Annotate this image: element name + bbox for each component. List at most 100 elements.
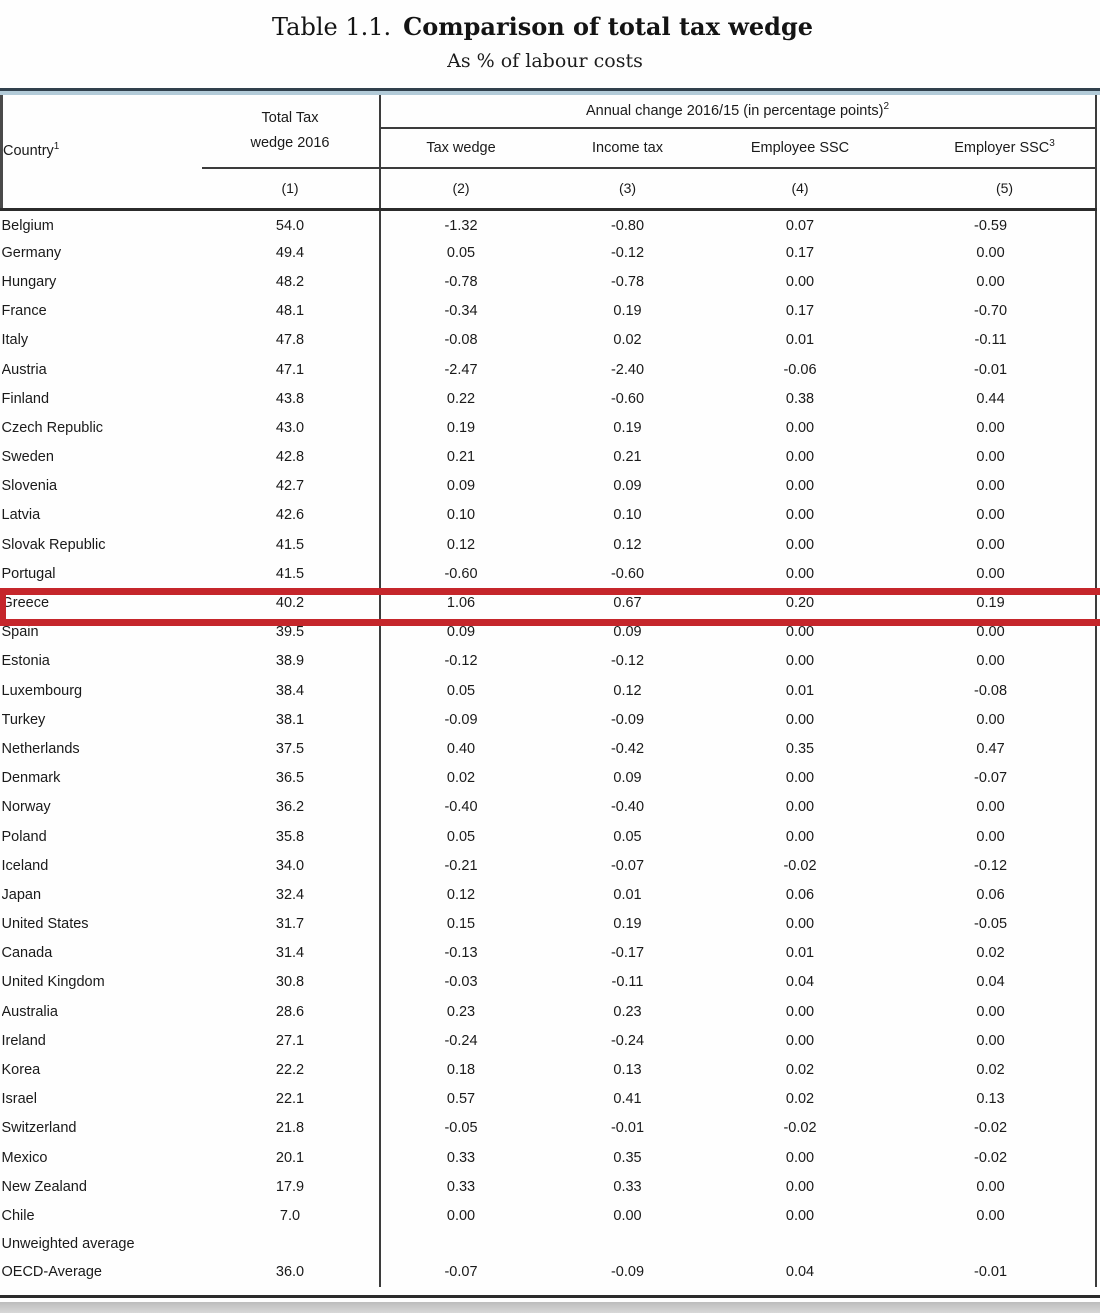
country-cell: Latvia bbox=[1, 507, 41, 524]
country-cell: Poland bbox=[1, 828, 47, 845]
value-cell: 30.8 bbox=[275, 974, 305, 991]
table-subtitle: As % of labour costs bbox=[447, 50, 643, 72]
value-cell: 0.00 bbox=[785, 478, 815, 495]
header-employee-ssc: Employee SSC bbox=[713, 128, 887, 169]
value-cell: 0.40 bbox=[378, 734, 542, 764]
value-cell: -0.09 bbox=[610, 711, 645, 728]
value-cell: 0.19 bbox=[886, 588, 1097, 618]
country-cell: Finland bbox=[1, 390, 50, 407]
value-cell: -0.40 bbox=[610, 799, 645, 816]
value-cell: 0.35 bbox=[785, 740, 815, 757]
value-cell: 0.00 bbox=[886, 413, 1097, 443]
header-country: Country1 bbox=[0, 95, 202, 211]
value-cell: 0.21 bbox=[378, 442, 542, 472]
value-cell: 0.06 bbox=[886, 880, 1097, 910]
table-row: Finland 43.8 0.22 -0.60 0.38 0.44 bbox=[1, 384, 1097, 414]
column-number-1: (1) bbox=[201, 168, 380, 211]
value-cell: 0.07 bbox=[785, 218, 815, 235]
table-row: Turkey 38.1 -0.09 -0.09 0.00 0.00 bbox=[1, 705, 1097, 735]
value-cell: -0.09 bbox=[610, 1263, 645, 1280]
value-cell: 0.00 bbox=[886, 1172, 1097, 1202]
value-cell: 42.7 bbox=[275, 478, 305, 495]
value-cell: 0.02 bbox=[886, 1055, 1097, 1085]
value-cell: -0.09 bbox=[378, 705, 542, 735]
value-cell: 0.10 bbox=[613, 507, 642, 524]
value-cell: 0.00 bbox=[886, 500, 1097, 531]
table-row: Austria 47.1 -2.47 -2.40 -0.06 -0.01 bbox=[2, 354, 1097, 385]
value-cell: 0.00 bbox=[785, 536, 815, 553]
value-cell: 0.02 bbox=[378, 763, 542, 793]
table-row: New Zealand 17.9 0.33 0.33 0.00 0.00 bbox=[2, 1172, 1097, 1202]
value-cell: -1.32 bbox=[378, 209, 542, 239]
value-cell: 28.6 bbox=[275, 1003, 305, 1020]
value-cell: 0.23 bbox=[613, 1003, 642, 1020]
country-cell: France bbox=[1, 303, 47, 320]
value-cell: 0.00 bbox=[378, 1201, 542, 1231]
value-cell: 0.02 bbox=[785, 1062, 815, 1079]
value-cell: 0.01 bbox=[785, 332, 815, 349]
value-cell: -0.42 bbox=[610, 740, 645, 757]
value-cell: 0.19 bbox=[613, 916, 642, 933]
column-number-4: (4) bbox=[713, 168, 887, 211]
value-cell: 48.2 bbox=[275, 273, 305, 290]
country-cell: United States bbox=[1, 916, 89, 933]
value-cell: 0.67 bbox=[613, 595, 642, 612]
value-cell: 0.00 bbox=[886, 646, 1097, 676]
value-cell: -0.13 bbox=[378, 938, 542, 968]
value-cell: 0.05 bbox=[613, 828, 642, 845]
country-cell: Turkey bbox=[1, 711, 46, 728]
value-cell: 39.5 bbox=[275, 624, 305, 641]
column-number-5: (5) bbox=[886, 168, 1097, 211]
value-cell: -0.08 bbox=[886, 676, 1097, 706]
country-cell: Israel bbox=[1, 1091, 37, 1108]
value-cell: -0.07 bbox=[378, 1256, 542, 1287]
value-cell: 0.02 bbox=[785, 1091, 815, 1108]
value-cell: 43.0 bbox=[275, 419, 305, 436]
value-cell: 31.4 bbox=[275, 945, 305, 962]
value-cell: -2.40 bbox=[610, 361, 645, 378]
value-cell: 0.01 bbox=[785, 945, 815, 962]
value-cell bbox=[886, 1230, 1097, 1257]
value-cell: 0.00 bbox=[785, 916, 815, 933]
column-number-2: (2) bbox=[378, 168, 542, 211]
value-cell: 0.00 bbox=[785, 1178, 815, 1195]
value-cell: 0.00 bbox=[785, 449, 815, 466]
value-cell: -0.80 bbox=[610, 218, 645, 235]
table-row: Hungary 48.2 -0.78 -0.78 0.00 0.00 bbox=[2, 267, 1097, 297]
value-cell: 0.12 bbox=[613, 536, 642, 553]
value-cell: 0.19 bbox=[613, 419, 642, 436]
value-cell: 0.02 bbox=[886, 938, 1097, 968]
table-top-rule-dark bbox=[0, 88, 1100, 91]
value-cell: 0.33 bbox=[378, 1172, 542, 1202]
value-cell: 41.5 bbox=[275, 536, 305, 553]
table-row: United States 31.7 0.15 0.19 0.00 -0.05 bbox=[1, 909, 1097, 939]
country-cell: Italy bbox=[1, 332, 29, 349]
country-cell: Chile bbox=[1, 1207, 35, 1224]
value-cell: 1.06 bbox=[378, 588, 542, 618]
table-row: Czech Republic 43.0 0.19 0.19 0.00 0.00 bbox=[2, 413, 1097, 443]
value-cell: -0.05 bbox=[886, 909, 1097, 939]
table-row: Chile 7.0 0.00 0.00 0.00 0.00 bbox=[1, 1201, 1097, 1231]
country-cell: Mexico bbox=[1, 1149, 48, 1166]
value-cell: -0.11 bbox=[886, 325, 1097, 355]
table-row: Switzerland 21.8 -0.05 -0.01 -0.02 -0.02 bbox=[2, 1113, 1097, 1143]
value-cell: 36.5 bbox=[275, 770, 305, 787]
table-row: OECD-Average 36.0 -0.07 -0.09 0.04 -0.01 bbox=[2, 1256, 1097, 1287]
value-cell: 0.00 bbox=[785, 1003, 815, 1020]
value-cell: 0.00 bbox=[785, 419, 815, 436]
value-cell: 0.00 bbox=[886, 530, 1097, 560]
country-cell: Luxembourg bbox=[1, 682, 83, 699]
value-cell: 38.9 bbox=[275, 653, 305, 670]
value-cell: 31.7 bbox=[275, 916, 305, 933]
table-top-rule-blue bbox=[0, 91, 1100, 95]
value-cell: 0.22 bbox=[378, 384, 542, 414]
value-cell: 0.00 bbox=[886, 238, 1097, 268]
table-row: Netherlands 37.5 0.40 -0.42 0.35 0.47 bbox=[2, 734, 1097, 764]
value-cell: 0.06 bbox=[785, 886, 815, 903]
value-cell: 0.00 bbox=[886, 617, 1097, 647]
header-tax-wedge: Tax wedge bbox=[378, 128, 542, 169]
value-cell: 7.0 bbox=[279, 1207, 301, 1224]
value-cell: 0.05 bbox=[378, 676, 542, 706]
value-cell: 0.00 bbox=[785, 770, 815, 787]
value-cell: -0.06 bbox=[783, 361, 817, 378]
